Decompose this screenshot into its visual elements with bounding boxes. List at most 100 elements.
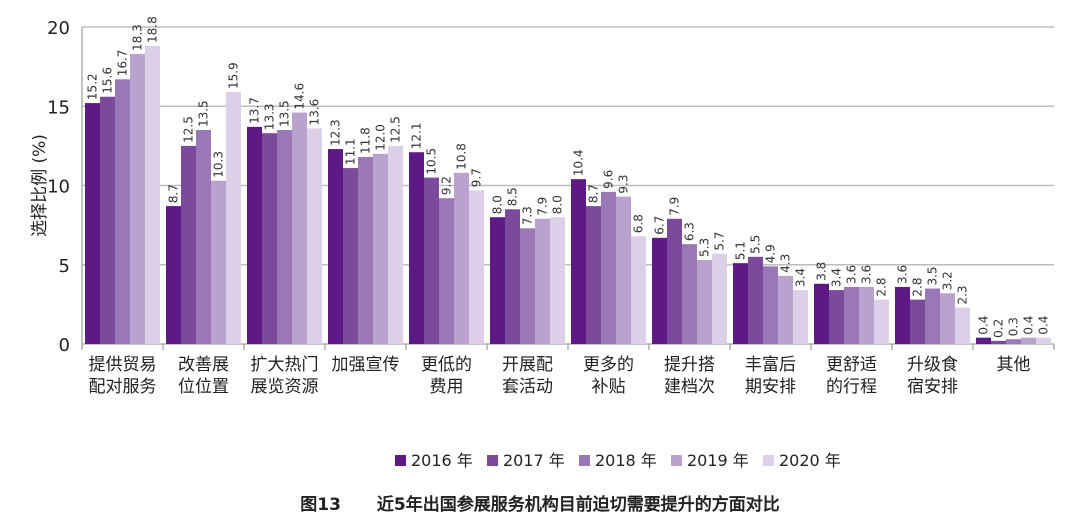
bar [1021,337,1036,344]
figure-title: 近5年出国参展服务机构目前迫切需要提升的方面对比 [376,495,780,515]
data-label: 6.8 [632,214,646,233]
x-tick-label: 更舒适的行程 [826,355,877,397]
x-tick-label: 开展配套活动 [502,355,553,397]
bar [196,130,211,344]
data-label: 0.2 [992,319,1006,338]
data-label: 5.1 [734,241,748,260]
bar [505,209,520,344]
y-tick-label: 5 [59,256,70,277]
bar [439,198,454,344]
bar [940,293,955,344]
bar [1006,339,1021,344]
x-tick-label-line: 扩大热门 [251,355,319,375]
bar [814,283,829,344]
data-label: 13.5 [278,100,292,127]
bar [85,103,100,344]
data-label: 3.6 [845,265,859,284]
bar [712,253,727,344]
y-tick-label: 10 [47,177,70,198]
data-label: 13.3 [263,103,277,130]
bar [307,128,322,344]
data-label: 18.8 [146,16,160,43]
bar [115,79,130,345]
data-label: 13.6 [308,99,322,126]
data-label: 7.3 [521,206,535,225]
data-label: 8.7 [587,184,601,203]
data-label: 10.3 [212,151,226,178]
data-label: 2.8 [875,278,889,297]
bar [1036,337,1051,344]
data-label: 2.8 [911,278,925,297]
x-tick-label-line: 建档次 [664,377,715,397]
data-label: 0.4 [977,316,991,335]
x-tick-label-line: 配对服务 [89,377,157,397]
bar [682,244,697,344]
bar [697,259,712,344]
bar [910,299,925,344]
data-label: 16.7 [116,50,130,77]
legend-label: 2019 年 [687,451,749,470]
x-tick-label: 改善展位位置 [178,355,229,397]
data-label: 8.0 [491,195,505,214]
data-label: 4.3 [779,254,793,273]
data-label: 12.1 [410,122,424,149]
data-label: 7.9 [668,197,682,216]
x-tick-label: 加强宣传 [332,355,400,375]
bar [895,286,910,344]
legend-swatch [395,455,406,466]
bar [748,256,763,344]
y-tick-label: 15 [47,97,70,118]
bar [571,179,586,344]
bar [358,156,373,344]
bar-chart: 0 5 10 15 20 选择比例 (%) 15.2 15.616.718.3 18.8 提供贸易… [30,16,1055,470]
x-tick-label-line: 加强宣传 [332,355,400,375]
x-tick-label-line: 更舒适 [826,355,877,375]
data-label: 5.3 [698,238,712,257]
y-tick-label: 0 [59,335,70,356]
data-label: 15.2 [86,73,100,100]
x-tick-label-line: 补贴 [592,377,626,397]
bar [991,340,1006,344]
data-label: 3.6 [896,265,910,284]
bar [955,307,970,344]
x-tick-label-line: 更低的 [421,355,472,375]
bar [652,237,667,344]
bar [874,299,889,344]
x-tick-label-line: 提升搭 [664,355,715,375]
bar [388,145,403,344]
legend-label: 2017 年 [503,451,565,470]
data-label: 2.3 [956,285,970,304]
data-label: 9.2 [440,176,454,195]
bar [535,218,550,344]
bar [373,153,388,344]
bar [181,145,196,344]
data-label: 3.2 [941,271,955,290]
x-tick-label-line: 宿安排 [907,377,958,397]
legend-swatch [671,455,682,466]
x-tick-label: 更低的费用 [421,355,472,397]
figure-number: 图13 [300,495,341,515]
data-label: 12.5 [389,116,403,143]
bar [859,286,874,344]
legend-swatch [579,455,590,466]
bar [667,218,682,344]
data-label: 9.7 [470,168,484,187]
bar [844,286,859,344]
data-label: 11.1 [344,138,358,165]
data-label: 8.7 [167,184,181,203]
legend-label: 2016 年 [411,451,473,470]
data-label: 0.4 [1022,316,1036,335]
data-label: 6.3 [683,222,697,241]
bar [793,290,808,344]
bar [586,206,601,344]
y-axis-label: 选择比例 (%) [30,134,50,237]
x-tick-label-line: 其他 [997,355,1031,375]
data-label: 3.6 [860,265,874,284]
x-tick-label-line: 升级食 [907,355,958,375]
bar [829,290,844,344]
x-tick-label-line: 套活动 [502,377,553,397]
x-tick-label-line: 更多的 [583,355,634,375]
data-label: 10.5 [425,148,439,175]
bar [925,288,940,344]
bar [763,266,778,344]
